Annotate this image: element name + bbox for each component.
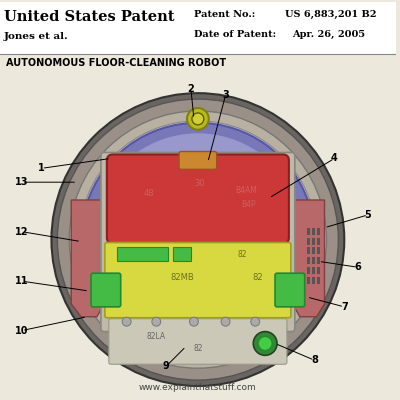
Circle shape <box>251 317 260 326</box>
Text: 82LA: 82LA <box>146 332 166 341</box>
Circle shape <box>258 336 272 350</box>
Bar <box>316 238 320 244</box>
Circle shape <box>57 99 338 380</box>
Bar <box>0 2 396 54</box>
Circle shape <box>190 317 198 326</box>
Circle shape <box>192 113 204 125</box>
Text: 10: 10 <box>15 326 28 336</box>
Bar <box>316 248 320 254</box>
FancyBboxPatch shape <box>107 154 289 244</box>
Text: 1: 1 <box>38 163 45 173</box>
Bar <box>316 257 320 264</box>
Text: Jones et al.: Jones et al. <box>4 32 69 41</box>
Wedge shape <box>98 133 298 240</box>
Text: United States Patent: United States Patent <box>4 10 174 24</box>
Bar <box>117 248 168 261</box>
FancyBboxPatch shape <box>179 152 217 169</box>
Text: 82: 82 <box>252 273 263 282</box>
Circle shape <box>79 121 316 358</box>
Text: 11: 11 <box>15 276 28 286</box>
Polygon shape <box>290 200 324 317</box>
FancyBboxPatch shape <box>101 152 295 332</box>
Text: AUTONOMOUS FLOOR-CLEANING ROBOT: AUTONOMOUS FLOOR-CLEANING ROBOT <box>6 58 226 68</box>
FancyBboxPatch shape <box>91 273 121 307</box>
Text: 6: 6 <box>355 262 362 272</box>
Text: 4: 4 <box>331 154 338 164</box>
Circle shape <box>187 108 209 130</box>
Bar <box>312 257 315 264</box>
Text: 82: 82 <box>238 250 247 259</box>
Text: B4P: B4P <box>242 200 256 210</box>
Bar <box>316 267 320 274</box>
Text: US 6,883,201 B2: US 6,883,201 B2 <box>285 10 376 19</box>
Circle shape <box>52 93 344 386</box>
Circle shape <box>221 317 230 326</box>
Text: 8: 8 <box>311 355 318 365</box>
Bar <box>307 267 310 274</box>
Bar <box>312 228 315 235</box>
Text: 3: 3 <box>222 90 229 100</box>
Text: 2: 2 <box>188 84 194 94</box>
Bar <box>307 257 310 264</box>
Circle shape <box>152 317 161 326</box>
Circle shape <box>253 332 277 355</box>
Text: 82MB: 82MB <box>170 273 194 282</box>
Bar <box>312 238 315 244</box>
Text: Date of Patent:: Date of Patent: <box>194 30 276 39</box>
Bar <box>307 228 310 235</box>
Text: 9: 9 <box>163 361 170 371</box>
Circle shape <box>69 111 326 368</box>
Circle shape <box>122 317 131 326</box>
Bar <box>316 228 320 235</box>
Wedge shape <box>87 123 309 240</box>
Text: 30: 30 <box>194 179 204 188</box>
Bar <box>307 277 310 284</box>
Polygon shape <box>71 200 107 317</box>
Text: Patent No.:: Patent No.: <box>194 10 255 19</box>
Text: 82: 82 <box>194 344 204 353</box>
Bar <box>307 248 310 254</box>
Bar <box>312 277 315 284</box>
Bar <box>307 238 310 244</box>
Text: 13: 13 <box>15 177 28 187</box>
Bar <box>312 267 315 274</box>
Text: B4AM: B4AM <box>236 186 257 195</box>
Text: www.explainthatstuff.com: www.explainthatstuff.com <box>139 384 257 392</box>
Text: 48: 48 <box>144 188 154 198</box>
FancyBboxPatch shape <box>105 242 291 318</box>
Text: Apr. 26, 2005: Apr. 26, 2005 <box>292 30 365 39</box>
Bar <box>316 277 320 284</box>
Bar <box>173 248 191 261</box>
Bar <box>312 248 315 254</box>
Text: 12: 12 <box>15 227 28 237</box>
FancyBboxPatch shape <box>275 273 305 307</box>
FancyBboxPatch shape <box>109 319 287 364</box>
Text: 7: 7 <box>341 302 348 312</box>
Text: 5: 5 <box>365 210 372 220</box>
